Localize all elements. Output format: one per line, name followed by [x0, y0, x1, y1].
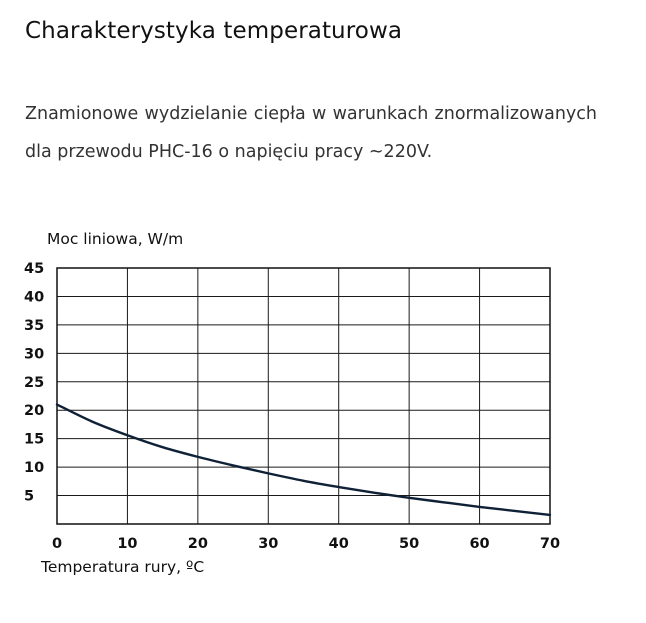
- x-tick-label-40: 40: [329, 536, 349, 552]
- y-tick-label-40: 40: [24, 289, 44, 305]
- page-title: Charakterystyka temperaturowa: [25, 18, 403, 44]
- temperature-chart: 45 40 35 30 25 20 15 10 5 0 10 20 30 40 50 60 70 Moc lini…: [0, 222, 646, 582]
- y-tick-label-35: 35: [24, 318, 44, 334]
- series-line-0: [55, 403, 552, 517]
- x-tick-label-50: 50: [399, 536, 419, 552]
- y-tick-label-30: 30: [24, 346, 44, 362]
- y-tick-label-10: 10: [24, 460, 44, 476]
- y-tick-label-20: 20: [24, 403, 44, 419]
- x-tick-label-20: 20: [188, 536, 208, 552]
- y-tick-label-25: 25: [24, 375, 44, 391]
- y-tick-label-5: 5: [24, 489, 34, 505]
- x-tick-label-30: 30: [258, 536, 278, 552]
- x-axis-label: Temperatura rury, ºC: [40, 558, 204, 576]
- x-tick-label-0: 0: [52, 536, 62, 552]
- description-text: Znamionowe wydzielanie ciepła w warunkac…: [25, 104, 597, 162]
- y-tick-label-45: 45: [24, 261, 44, 277]
- plot-frame: [56, 267, 551, 525]
- x-tick-label-60: 60: [469, 536, 489, 552]
- x-tick-label-10: 10: [117, 536, 137, 552]
- x-tick-label-70: 70: [540, 536, 560, 552]
- y-tick-label-15: 15: [24, 432, 44, 448]
- y-axis-label: Moc liniowa, W/m: [47, 230, 183, 248]
